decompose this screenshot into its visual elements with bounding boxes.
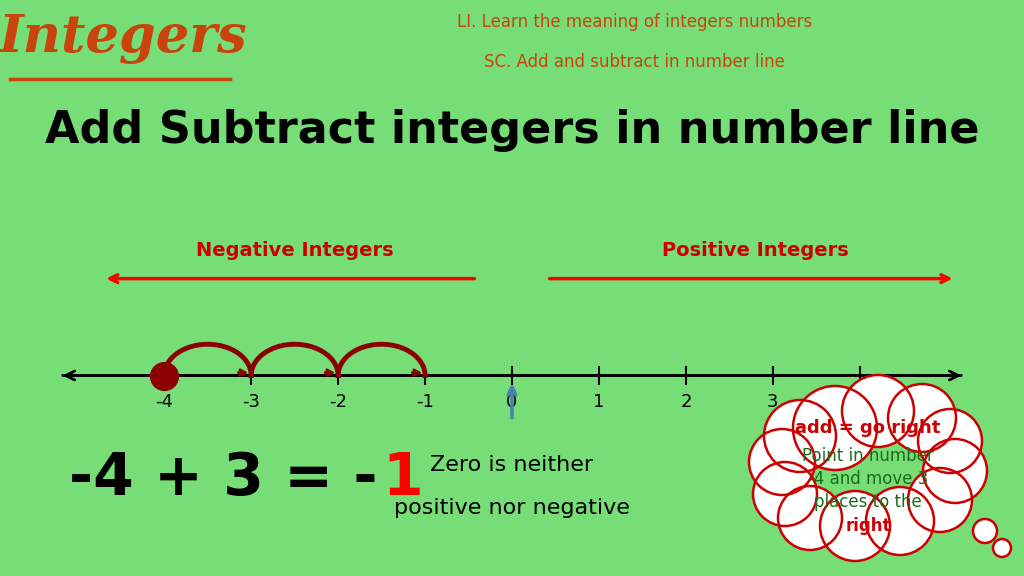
Circle shape [866, 487, 934, 555]
Circle shape [993, 539, 1011, 557]
Text: places to the: places to the [814, 493, 922, 511]
Circle shape [918, 409, 982, 473]
Circle shape [973, 519, 997, 543]
Text: Integers: Integers [0, 13, 247, 65]
Text: 1: 1 [382, 450, 423, 507]
Text: -4 and move 3: -4 and move 3 [808, 470, 928, 488]
Text: Positive Integers: Positive Integers [663, 241, 849, 260]
Circle shape [908, 468, 972, 532]
Text: -2: -2 [329, 393, 347, 411]
Text: -3: -3 [242, 393, 260, 411]
Text: Zero is neither: Zero is neither [430, 455, 594, 475]
Text: add = go right: add = go right [796, 419, 941, 437]
Circle shape [749, 429, 815, 495]
Text: -4: -4 [156, 393, 173, 411]
Text: Point in number: Point in number [802, 447, 934, 465]
Circle shape [753, 462, 817, 526]
Text: 4: 4 [854, 393, 865, 411]
Text: positive nor negative: positive nor negative [394, 498, 630, 518]
Text: 2: 2 [680, 393, 691, 411]
Text: Add Subtract integers in number line: Add Subtract integers in number line [45, 109, 979, 152]
Circle shape [888, 384, 956, 452]
Circle shape [778, 486, 842, 550]
Circle shape [820, 491, 890, 561]
Circle shape [923, 439, 987, 503]
Text: 1: 1 [593, 393, 604, 411]
Text: Negative Integers: Negative Integers [196, 241, 393, 260]
Circle shape [764, 400, 836, 472]
Text: -4 + 3 = -: -4 + 3 = - [70, 450, 378, 507]
Text: 3: 3 [767, 393, 778, 411]
Text: -1: -1 [416, 393, 434, 411]
Text: 0: 0 [507, 393, 517, 411]
Text: right: right [845, 517, 891, 535]
Circle shape [842, 375, 914, 447]
Text: LI. Learn the meaning of integers numbers: LI. Learn the meaning of integers number… [458, 13, 812, 31]
Circle shape [793, 386, 877, 470]
Text: SC. Add and subtract in number line: SC. Add and subtract in number line [484, 53, 785, 71]
